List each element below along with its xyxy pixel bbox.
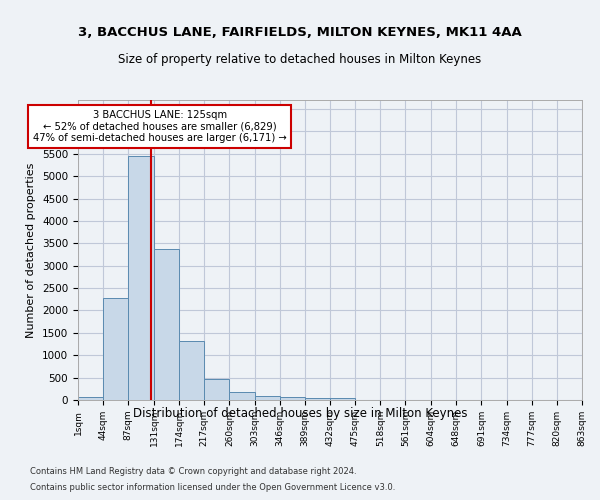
Bar <box>78 396 103 400</box>
Text: Size of property relative to detached houses in Milton Keynes: Size of property relative to detached ho… <box>118 54 482 66</box>
Text: 3 BACCHUS LANE: 125sqm
← 52% of detached houses are smaller (6,829)
47% of semi-: 3 BACCHUS LANE: 125sqm ← 52% of detached… <box>32 110 286 144</box>
Bar <box>154 249 179 400</box>
Bar <box>229 392 254 400</box>
Y-axis label: Number of detached properties: Number of detached properties <box>26 162 37 338</box>
Text: 3, BACCHUS LANE, FAIRFIELDS, MILTON KEYNES, MK11 4AA: 3, BACCHUS LANE, FAIRFIELDS, MILTON KEYN… <box>78 26 522 39</box>
Bar <box>254 396 280 400</box>
Bar <box>280 396 305 400</box>
Text: Contains HM Land Registry data © Crown copyright and database right 2024.: Contains HM Land Registry data © Crown c… <box>30 466 356 475</box>
Bar <box>103 298 128 400</box>
Bar <box>330 398 355 400</box>
Bar <box>204 378 229 400</box>
Bar <box>305 398 330 400</box>
Text: Contains public sector information licensed under the Open Government Licence v3: Contains public sector information licen… <box>30 483 395 492</box>
Bar <box>179 342 204 400</box>
Text: Distribution of detached houses by size in Milton Keynes: Distribution of detached houses by size … <box>133 408 467 420</box>
Bar <box>128 156 154 400</box>
